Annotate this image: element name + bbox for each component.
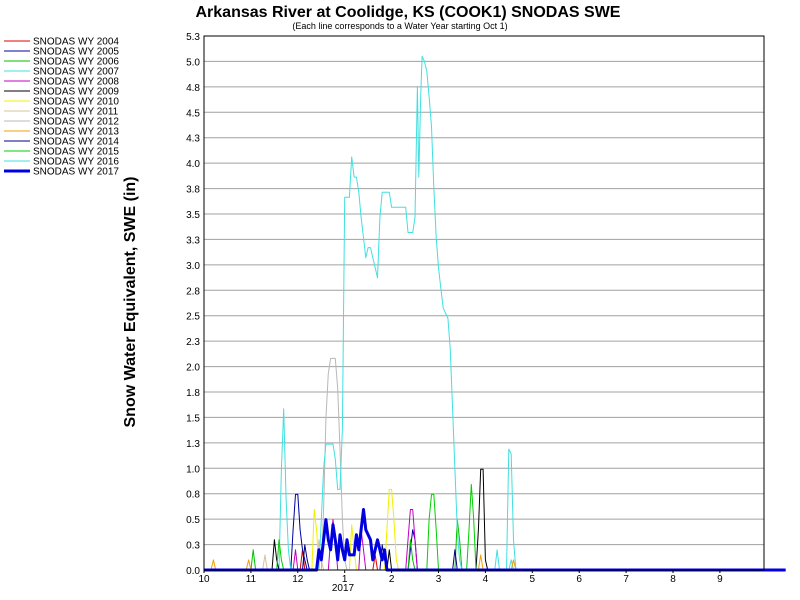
x-tick-label: 7 <box>623 574 629 585</box>
y-tick-label: 2.8 <box>186 286 200 297</box>
y-tick-label: 5.0 <box>186 57 200 68</box>
chart-subtitle: (Each line corresponds to a Water Year s… <box>292 21 507 31</box>
y-tick-label: 1.3 <box>186 439 200 450</box>
x-tick-label: 5 <box>530 574 536 585</box>
y-tick-label: 4.3 <box>186 134 200 145</box>
plot-area-frame <box>203 35 765 571</box>
series-lines <box>204 55 786 572</box>
y-tick-label: 1.5 <box>186 413 200 424</box>
x-tick-label: 4 <box>483 574 489 585</box>
y-tick-label: 0.8 <box>186 490 200 501</box>
legend-item-label: SNODAS WY 2015 <box>33 147 119 158</box>
series-line-snodas-wy-2007 <box>204 408 786 571</box>
x-tick-label: 8 <box>670 574 676 585</box>
y-tick-label: 4.5 <box>186 108 200 119</box>
x-tick-label: 9 <box>717 574 723 585</box>
legend-item-label: SNODAS WY 2007 <box>33 67 119 78</box>
y-axis-label: Snow Water Equivalent, SWE (in) <box>122 177 139 428</box>
series-line-snodas-wy-2012 <box>204 357 786 571</box>
legend-item-label: SNODAS WY 2016 <box>33 157 119 168</box>
y-tick-label: 3.0 <box>186 261 200 272</box>
y-axis-ticks: 0.0 0.3 0.5 0.8 1.0 1.3 1.5 1.8 2.0 2.3 2.5 2.8 3.0 3… <box>186 32 200 577</box>
series-line-snodas-wy-2006 <box>204 519 786 571</box>
y-tick-label: 2.0 <box>186 363 200 374</box>
x-tick-label: 12 <box>292 574 304 585</box>
y-tick-label: 2.5 <box>186 312 200 323</box>
y-tick-label: 4.8 <box>186 83 200 94</box>
y-tick-label: 3.5 <box>186 210 200 221</box>
y-tick-label: 0.5 <box>186 515 200 526</box>
legend-item-label: SNODAS WY 2005 <box>33 47 119 58</box>
y-tick-label: 1.8 <box>186 388 200 399</box>
legend-item-label: SNODAS WY 2008 <box>33 77 119 88</box>
y-tick-label: 1.0 <box>186 464 200 475</box>
series-line-snodas-wy-2016 <box>204 55 786 571</box>
y-tick-label: 2.3 <box>186 337 200 348</box>
legend-item-label: SNODAS WY 2011 <box>33 107 119 118</box>
legend-item-label: SNODAS WY 2009 <box>33 87 119 98</box>
x-tick-label: 10 <box>198 574 210 585</box>
x-axis-year-label: 2017 <box>332 583 355 594</box>
legend-item-label: SNODAS WY 2014 <box>33 137 119 148</box>
series-line-snodas-wy-2015 <box>204 483 786 571</box>
series-line-snodas-wy-2014 <box>204 544 786 571</box>
x-tick-label: 2 <box>389 574 395 585</box>
series-line-snodas-wy-2017 <box>204 508 786 572</box>
y-tick-label: 0.0 <box>186 566 200 577</box>
y-tick-label: 3.3 <box>186 235 200 246</box>
x-tick-label: 11 <box>246 574 257 585</box>
x-tick-label: 6 <box>576 574 582 585</box>
y-tick-label: 0.3 <box>186 541 200 552</box>
legend-item-label: SNODAS WY 2013 <box>33 127 119 138</box>
x-tick-label: 3 <box>436 574 442 585</box>
y-tick-label: 4.0 <box>186 159 200 170</box>
series-line-snodas-wy-2005 <box>204 493 786 571</box>
chart-title: Arkansas River at Coolidge, KS (COOK1) S… <box>196 4 621 21</box>
legend-item-label: SNODAS WY 2017 <box>33 167 119 178</box>
y-tick-label: 3.8 <box>186 185 200 196</box>
legend-item-label: SNODAS WY 2006 <box>33 57 119 68</box>
legend-item-label: SNODAS WY 2010 <box>33 97 119 108</box>
legend-item-label: SNODAS WY 2012 <box>33 117 119 128</box>
y-tick-label: 5.3 <box>186 32 200 43</box>
x-axis-ticks: 10 11 12 1 2 3 4 5 6 7 8 9 <box>198 570 723 585</box>
legend-item-label: SNODAS WY 2004 <box>33 37 119 48</box>
grid-lines <box>204 60 764 546</box>
x-tick-label: 1 <box>342 574 348 585</box>
